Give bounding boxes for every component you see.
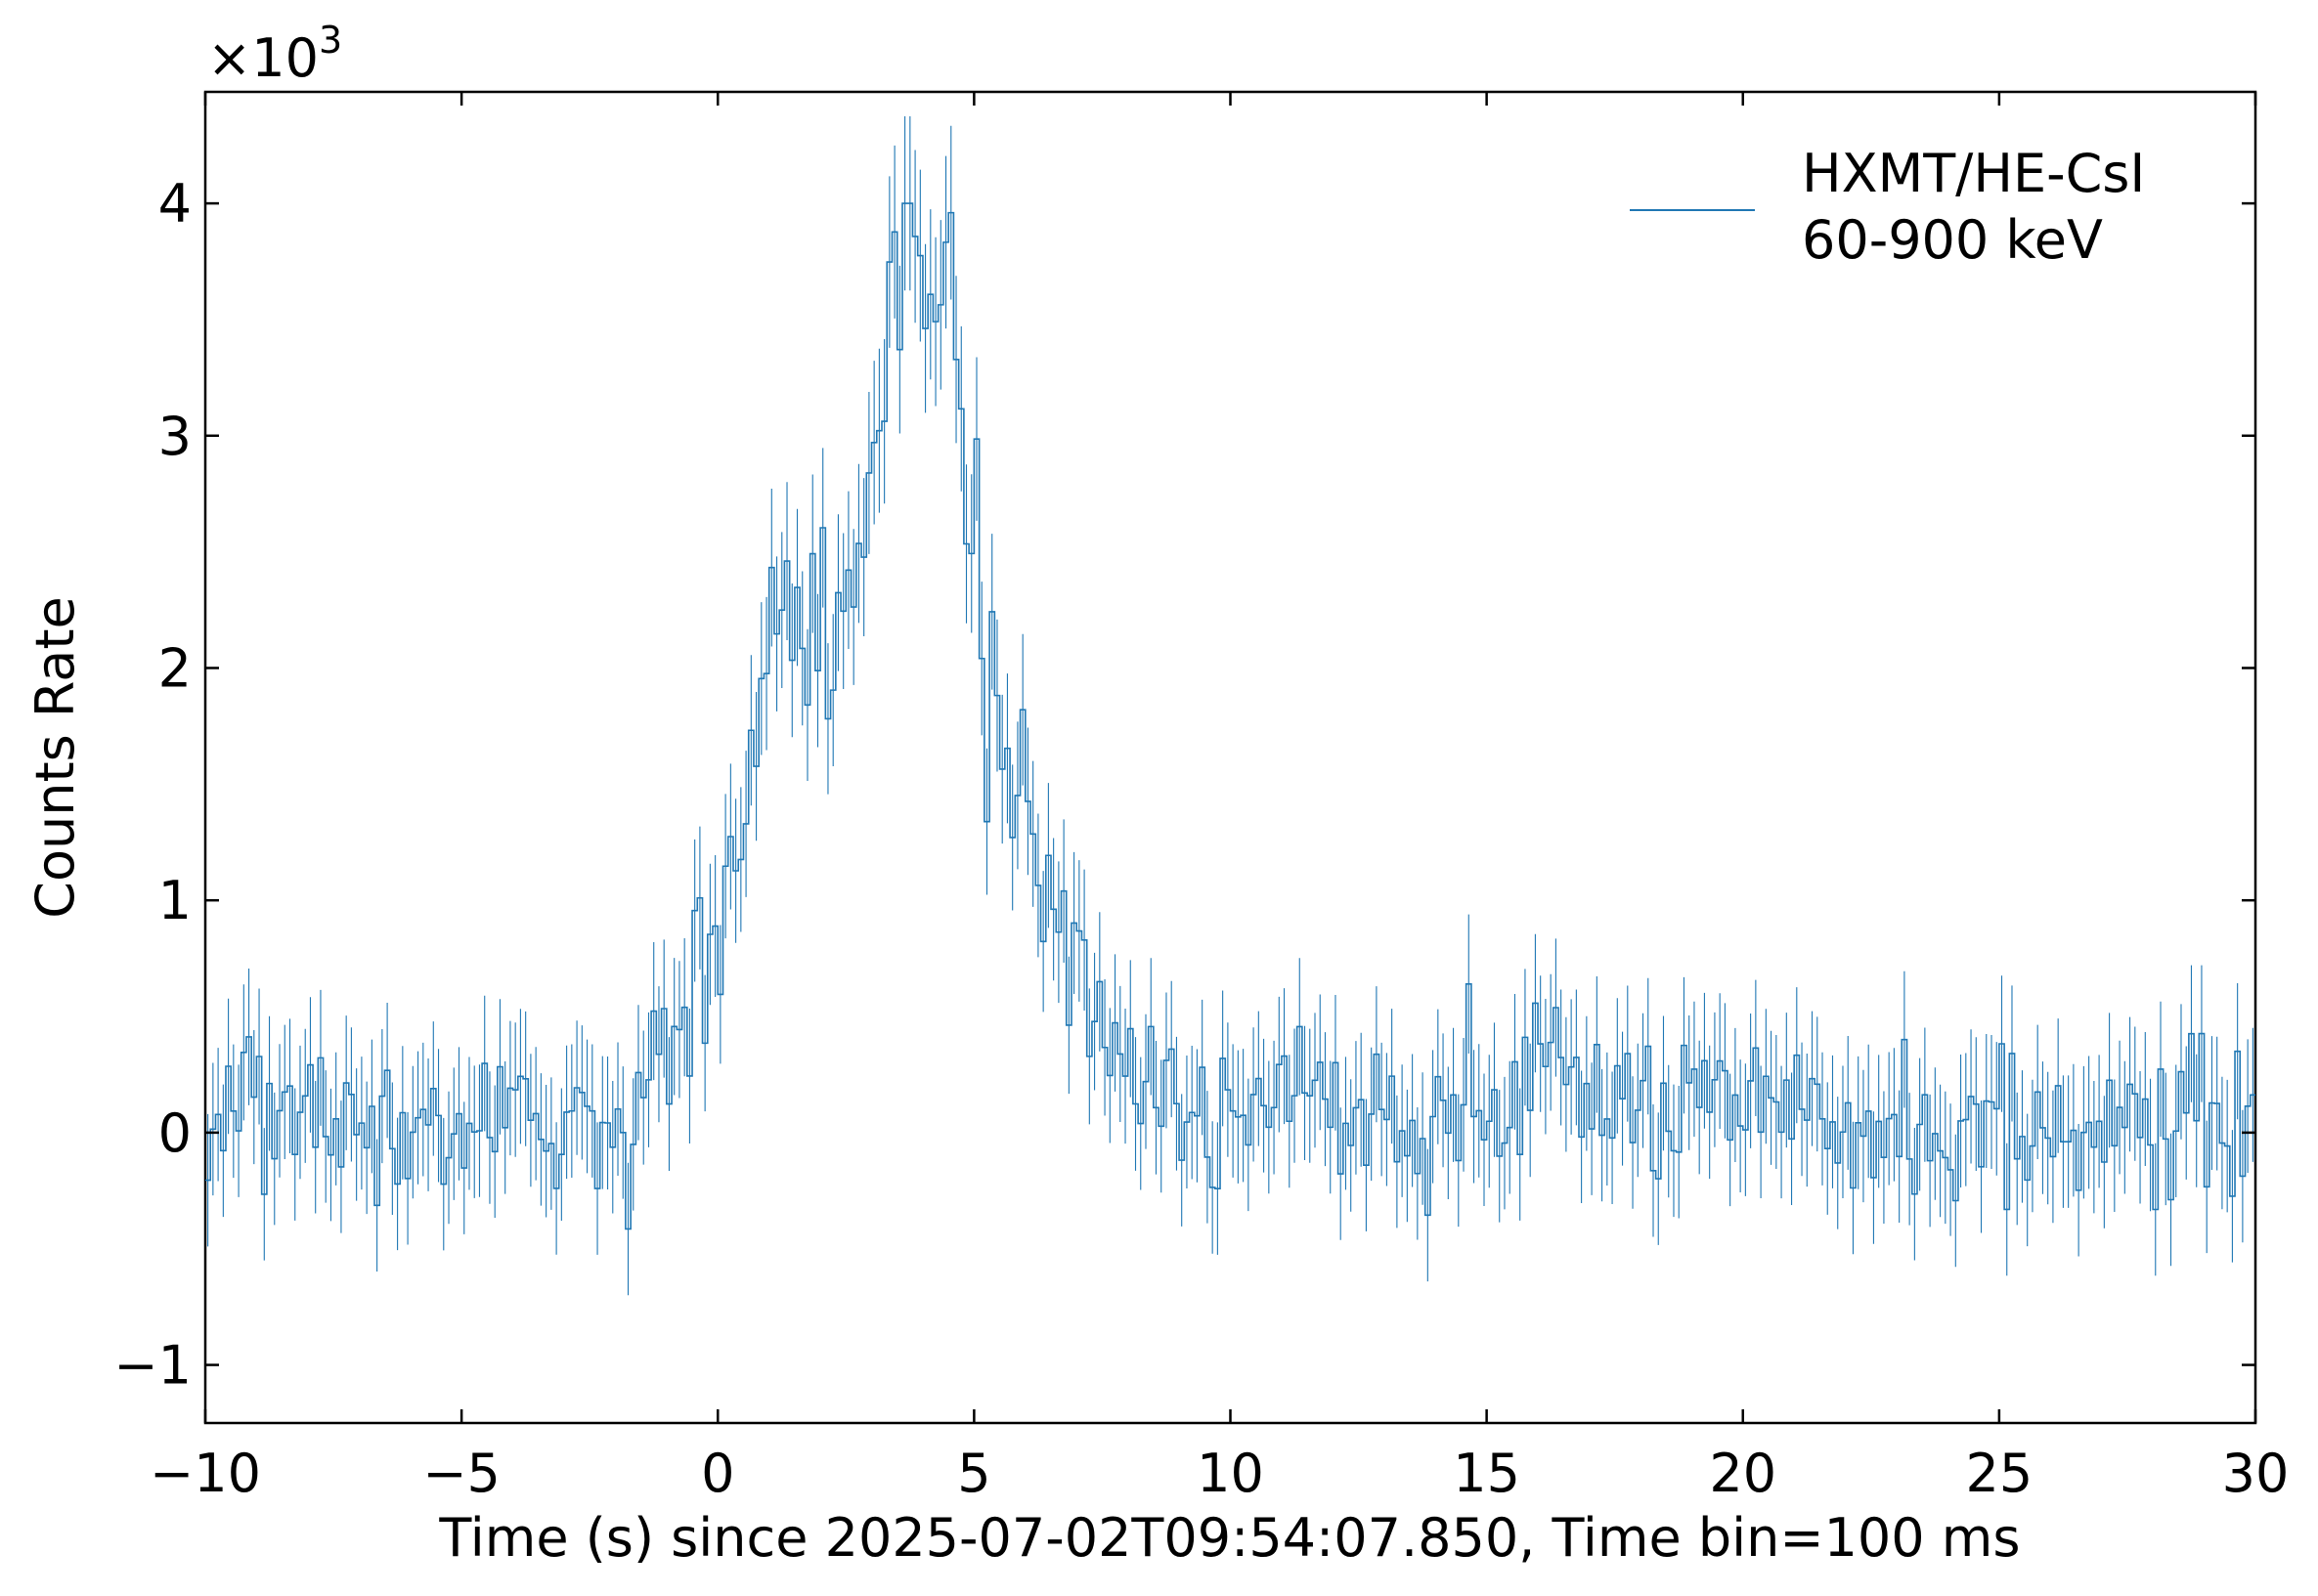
y-axis-label: Counts Rate	[24, 596, 86, 918]
x-tick-label: −10	[150, 1443, 261, 1504]
y-tick-label: 3	[158, 406, 192, 467]
y-multiplier: ×103	[207, 19, 342, 89]
plot-frame	[203, 90, 2257, 1425]
y-multiplier-exponent: 3	[319, 19, 342, 62]
legend-label-line1: HXMT/HE-CsI	[1802, 143, 2145, 204]
y-tick-label: 1	[158, 870, 192, 931]
x-tick-label: 0	[701, 1443, 734, 1504]
x-tick-label: 20	[1709, 1443, 1776, 1504]
x-tick-label: 25	[1966, 1443, 2034, 1504]
x-tick-label: 5	[957, 1443, 990, 1504]
y-tick-label: 4	[158, 173, 192, 235]
x-tick-label: 10	[1197, 1443, 1264, 1504]
y-tick-label: 0	[158, 1102, 192, 1164]
legend-label-line2: 60-900 keV	[1802, 209, 2103, 271]
x-tick-label: 30	[2222, 1443, 2290, 1504]
x-tick-label: −5	[422, 1443, 501, 1504]
series-layer	[205, 115, 2255, 1296]
y-tick-label: 2	[158, 637, 192, 699]
light-curve-step-line	[205, 202, 2255, 1230]
legend: HXMT/HE-CsI 60-900 keV	[1630, 143, 2145, 271]
x-tick-label: 15	[1453, 1443, 1520, 1504]
x-axis-label: Time (s) since 2025-07-02T09:54:07.850, …	[438, 1507, 2020, 1569]
y-tick-label: −1	[113, 1335, 192, 1397]
